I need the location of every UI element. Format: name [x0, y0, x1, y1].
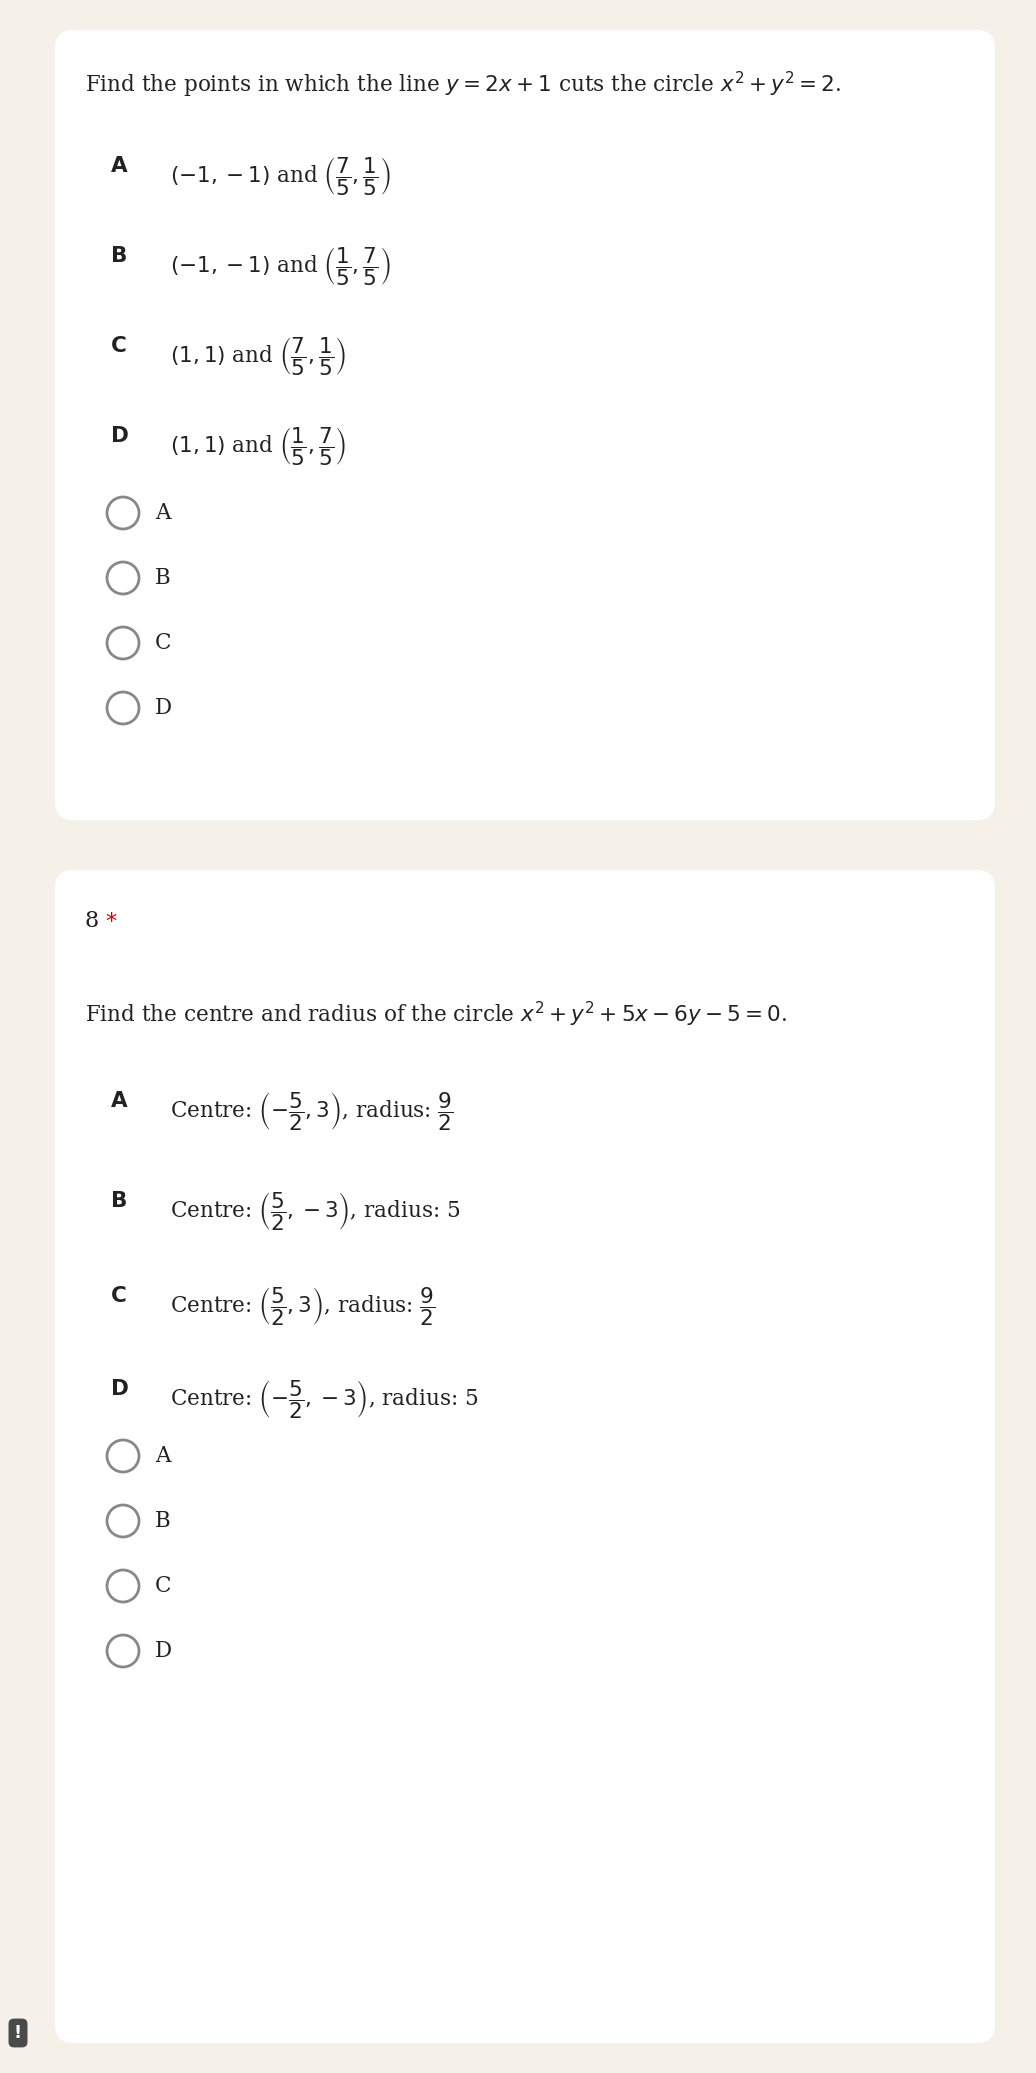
Text: $\mathbf{D}$: $\mathbf{D}$ [110, 1379, 128, 1399]
Text: 8: 8 [85, 910, 99, 933]
FancyBboxPatch shape [55, 29, 995, 821]
Text: Centre: $\left(-\dfrac{5}{2},-3\right)$, radius: 5: Centre: $\left(-\dfrac{5}{2},-3\right)$,… [170, 1379, 479, 1420]
Text: C: C [155, 632, 172, 653]
Text: $\mathbf{A}$: $\mathbf{A}$ [110, 1090, 128, 1111]
Text: $(1,1)$ and $\left(\dfrac{1}{5},\dfrac{7}{5}\right)$: $(1,1)$ and $\left(\dfrac{1}{5},\dfrac{7… [170, 425, 346, 468]
Text: $(-1,-1)$ and $\left(\dfrac{1}{5},\dfrac{7}{5}\right)$: $(-1,-1)$ and $\left(\dfrac{1}{5},\dfrac… [170, 245, 391, 288]
Text: C: C [155, 1575, 172, 1596]
Text: B: B [155, 568, 171, 589]
Text: $*$: $*$ [105, 910, 117, 931]
Text: A: A [155, 502, 171, 524]
Text: Find the centre and radius of the circle $x^2+y^2+5x-6y-5=0$.: Find the centre and radius of the circle… [85, 999, 787, 1028]
Text: B: B [155, 1509, 171, 1532]
Text: Centre: $\left(-\dfrac{5}{2},3\right)$, radius: $\dfrac{9}{2}$: Centre: $\left(-\dfrac{5}{2},3\right)$, … [170, 1090, 454, 1132]
Text: $\mathbf{D}$: $\mathbf{D}$ [110, 425, 128, 448]
Text: D: D [155, 697, 172, 719]
Text: $\mathbf{C}$: $\mathbf{C}$ [110, 336, 126, 357]
Text: Find the points in which the line $y=2x+1$ cuts the circle $x^2+y^2=2$.: Find the points in which the line $y=2x+… [85, 70, 841, 100]
Text: Centre: $\left(\dfrac{5}{2},3\right)$, radius: $\dfrac{9}{2}$: Centre: $\left(\dfrac{5}{2},3\right)$, r… [170, 1285, 436, 1327]
Text: $\mathbf{C}$: $\mathbf{C}$ [110, 1285, 126, 1306]
Text: $(-1,-1)$ and $\left(\dfrac{7}{5},\dfrac{1}{5}\right)$: $(-1,-1)$ and $\left(\dfrac{7}{5},\dfrac… [170, 155, 391, 197]
FancyBboxPatch shape [55, 871, 995, 2044]
Text: $\mathbf{B}$: $\mathbf{B}$ [110, 1190, 126, 1213]
Text: Centre: $\left(\dfrac{5}{2},-3\right)$, radius: 5: Centre: $\left(\dfrac{5}{2},-3\right)$, … [170, 1190, 460, 1233]
Text: $\mathbf{A}$: $\mathbf{A}$ [110, 155, 128, 176]
Text: $\mathbf{B}$: $\mathbf{B}$ [110, 245, 126, 267]
Text: !: ! [13, 2023, 22, 2042]
Text: $(1,1)$ and $\left(\dfrac{7}{5},\dfrac{1}{5}\right)$: $(1,1)$ and $\left(\dfrac{7}{5},\dfrac{1… [170, 336, 346, 377]
Text: A: A [155, 1445, 171, 1468]
Text: D: D [155, 1640, 172, 1663]
